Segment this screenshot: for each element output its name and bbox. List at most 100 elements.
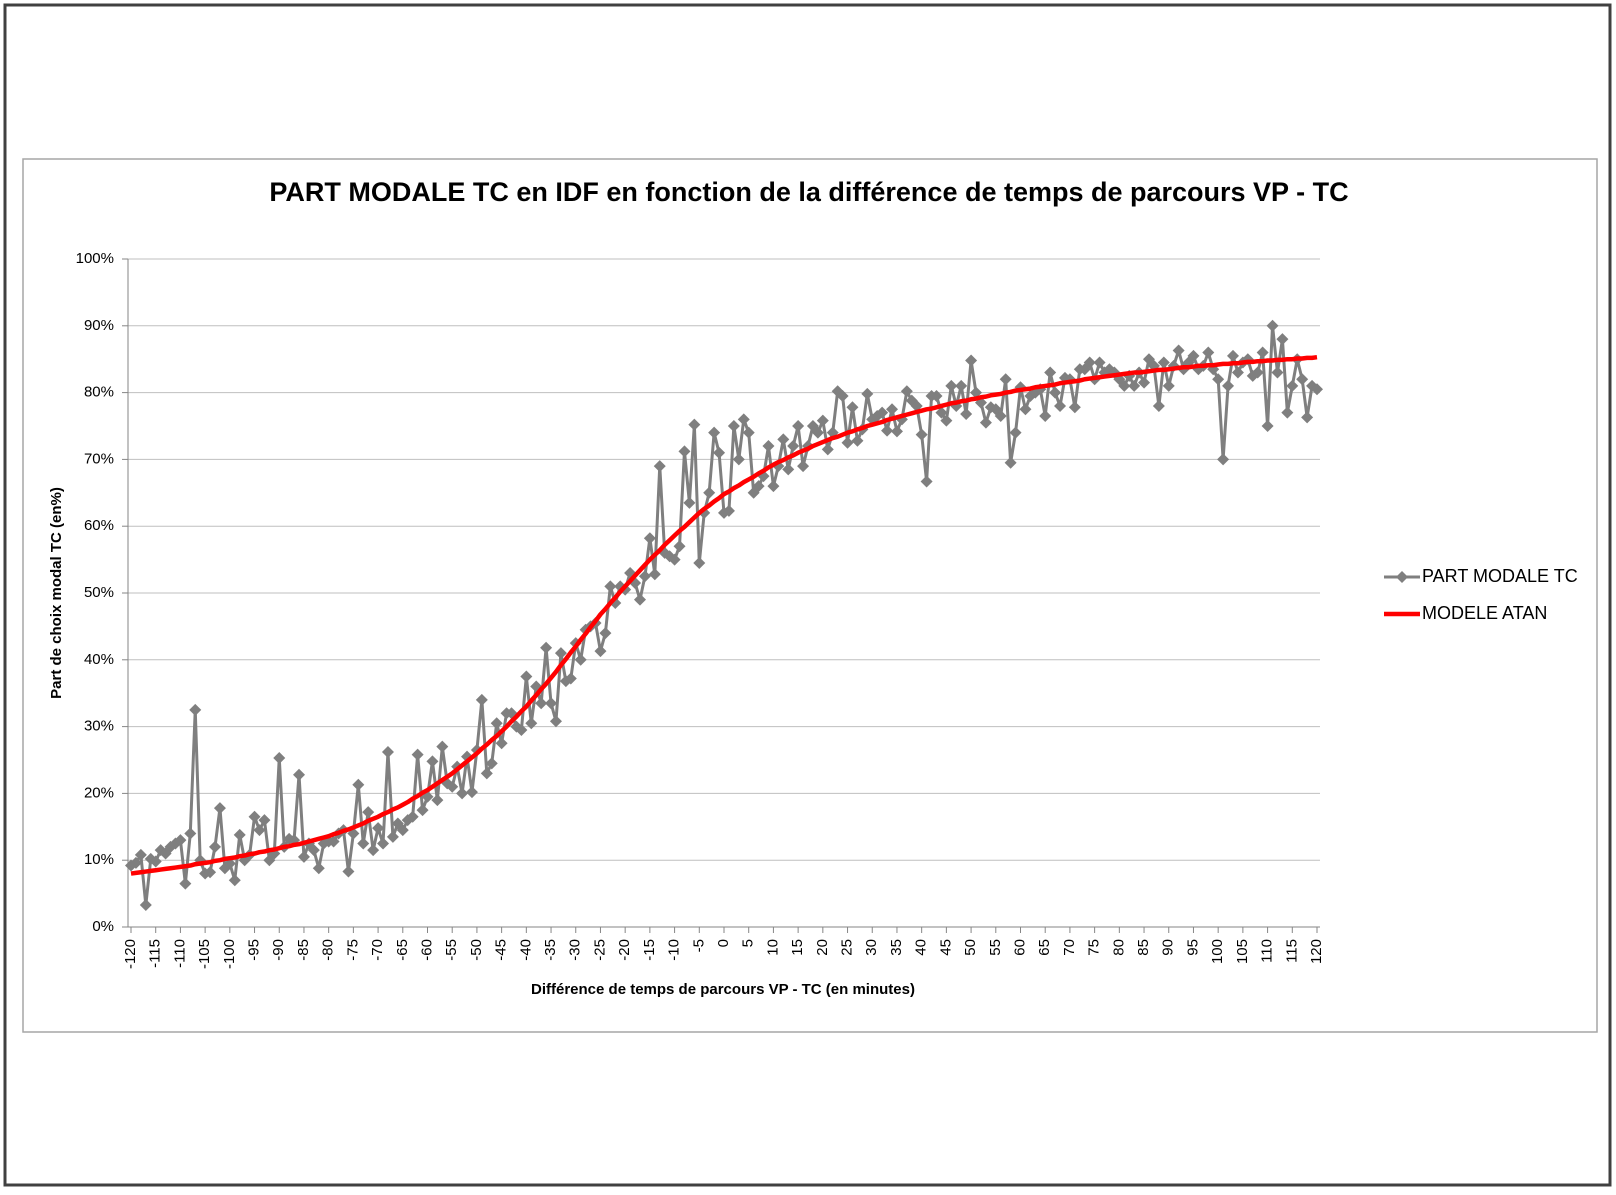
data-point bbox=[777, 433, 790, 446]
data-point bbox=[965, 354, 978, 367]
x-tick-label: 50 bbox=[962, 939, 979, 956]
data-point bbox=[994, 409, 1007, 422]
data-point bbox=[545, 697, 558, 710]
chart-frame bbox=[22, 158, 1598, 1033]
data-point bbox=[945, 379, 958, 392]
data-point bbox=[752, 480, 765, 493]
data-point bbox=[708, 426, 721, 439]
x-tick-label: -10 bbox=[666, 939, 683, 961]
data-point bbox=[722, 504, 735, 517]
data-point bbox=[485, 757, 498, 770]
x-tick-label: 95 bbox=[1184, 939, 1201, 956]
data-point bbox=[465, 786, 478, 799]
data-point bbox=[248, 810, 261, 823]
data-point bbox=[564, 672, 577, 685]
data-point bbox=[297, 850, 310, 863]
data-point bbox=[149, 855, 162, 868]
data-point bbox=[742, 426, 755, 439]
data-point bbox=[1296, 373, 1309, 386]
data-point bbox=[960, 407, 973, 420]
x-tick-label: 5 bbox=[740, 939, 757, 947]
y-tick-label: 40% bbox=[84, 651, 114, 668]
x-tick-label: 30 bbox=[863, 939, 880, 956]
data-point bbox=[1044, 366, 1057, 379]
data-point bbox=[204, 866, 217, 879]
x-axis-title: Différence de temps de parcours VP - TC … bbox=[531, 981, 915, 998]
x-tick-label: 0 bbox=[715, 939, 732, 947]
series-line bbox=[130, 354, 1318, 876]
y-tick-label: 100% bbox=[76, 250, 114, 267]
data-point bbox=[643, 532, 656, 545]
data-point bbox=[1261, 420, 1274, 432]
data-point bbox=[920, 475, 933, 488]
data-point bbox=[594, 645, 607, 658]
data-point bbox=[129, 856, 142, 869]
data-point bbox=[599, 627, 612, 640]
y-tick-label: 30% bbox=[84, 718, 114, 735]
data-point bbox=[515, 723, 528, 736]
x-tick-label: -65 bbox=[394, 939, 411, 961]
page-frame bbox=[3, 3, 1612, 1187]
chart-title: PART MODALE TC en IDF en fonction de la … bbox=[269, 177, 1348, 207]
data-point bbox=[653, 460, 666, 473]
data-point bbox=[737, 413, 750, 426]
data-point bbox=[416, 804, 429, 817]
data-point bbox=[821, 443, 834, 456]
data-point bbox=[1266, 319, 1279, 332]
data-point bbox=[1271, 366, 1284, 379]
data-point bbox=[886, 403, 899, 416]
x-tick-label: 10 bbox=[764, 939, 781, 956]
x-tick-label: -35 bbox=[542, 939, 559, 961]
data-point bbox=[1311, 383, 1323, 396]
data-point bbox=[540, 641, 553, 654]
x-tick-label: 110 bbox=[1259, 939, 1276, 963]
x-tick-label: 70 bbox=[1061, 939, 1078, 956]
x-tick-label: 80 bbox=[1110, 939, 1127, 956]
x-tick-label: -105 bbox=[196, 939, 213, 969]
data-point bbox=[930, 389, 943, 402]
data-point bbox=[426, 755, 439, 768]
data-point bbox=[258, 814, 271, 827]
data-point bbox=[1004, 456, 1017, 469]
data-point bbox=[718, 506, 730, 519]
x-tick-label: -55 bbox=[443, 939, 460, 961]
data-point bbox=[851, 434, 864, 447]
data-point bbox=[890, 425, 903, 438]
data-point bbox=[174, 834, 187, 847]
y-tick-label: 50% bbox=[84, 584, 114, 601]
data-point bbox=[762, 440, 775, 453]
data-point bbox=[456, 787, 469, 800]
data-point bbox=[520, 670, 533, 683]
legend-label: PART MODALE TC bbox=[1422, 566, 1578, 586]
data-point bbox=[386, 830, 399, 843]
data-point bbox=[1019, 403, 1032, 416]
x-tick-label: -5 bbox=[690, 939, 707, 952]
data-point bbox=[357, 837, 370, 850]
x-tick-label: 20 bbox=[814, 939, 831, 956]
data-point bbox=[727, 420, 740, 432]
y-tick-label: 60% bbox=[84, 517, 114, 534]
data-point bbox=[233, 828, 246, 841]
x-tick-label: 75 bbox=[1086, 939, 1103, 956]
data-point bbox=[861, 387, 874, 400]
data-point bbox=[787, 440, 800, 453]
data-point bbox=[549, 715, 562, 728]
x-tick-label: 115 bbox=[1283, 939, 1300, 963]
data-point bbox=[475, 693, 488, 706]
x-tick-label: -25 bbox=[591, 939, 608, 961]
data-point bbox=[1301, 411, 1314, 424]
legend-label: MODELE ATAN bbox=[1422, 603, 1547, 623]
data-point bbox=[1172, 344, 1185, 357]
x-tick-label: -80 bbox=[320, 939, 337, 961]
data-point bbox=[1187, 349, 1200, 362]
y-tick-label: 0% bbox=[92, 918, 114, 935]
legend-marker bbox=[1396, 571, 1408, 583]
data-point bbox=[1049, 386, 1062, 399]
data-point bbox=[782, 463, 795, 476]
x-tick-label: 25 bbox=[839, 939, 856, 956]
data-point bbox=[273, 751, 286, 764]
y-tick-label: 90% bbox=[84, 317, 114, 334]
data-point bbox=[683, 496, 696, 509]
x-tick-label: -95 bbox=[246, 939, 263, 961]
